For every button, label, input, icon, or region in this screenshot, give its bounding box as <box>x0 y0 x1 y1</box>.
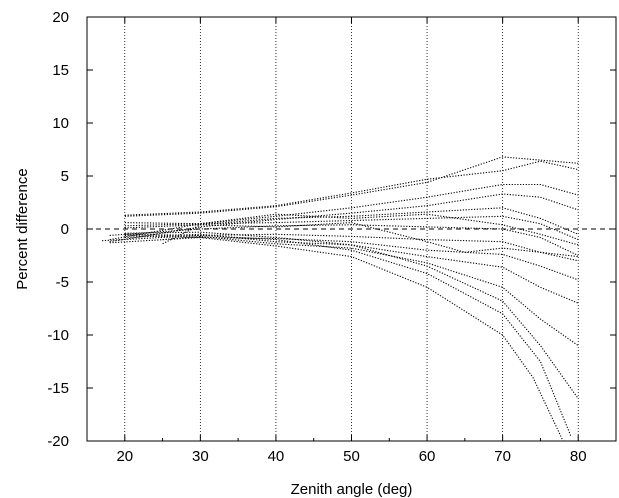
series-line-16 <box>124 213 579 246</box>
series-line-12 <box>124 231 579 399</box>
x-tick-labels: 20 30 40 50 60 70 80 <box>116 448 586 465</box>
y-tick-label--20: -20 <box>47 433 69 450</box>
y-axis-label: Percent difference <box>14 168 31 289</box>
series-line-11 <box>162 235 579 347</box>
y-tick-labels: 20 15 10 5 0 -5 -10 -15 -20 <box>47 9 69 450</box>
y-tick-label-5: 5 <box>61 168 69 185</box>
x-tick-label-70: 70 <box>494 448 511 465</box>
y-tick-label--5: -5 <box>56 274 69 291</box>
series-line-2 <box>124 156 579 217</box>
series-line-15 <box>124 222 579 258</box>
series-line-9 <box>109 236 579 281</box>
y-tick-label-15: 15 <box>52 62 69 79</box>
series-line-14 <box>124 234 564 441</box>
y-tick-label--15: -15 <box>47 380 69 397</box>
x-tick-label-60: 60 <box>419 448 436 465</box>
plot-frame <box>86 16 617 442</box>
series-line-13 <box>124 233 572 436</box>
y-tick-label-10: 10 <box>52 115 69 132</box>
x-tick-label-30: 30 <box>192 448 209 465</box>
x-tick-label-50: 50 <box>343 448 360 465</box>
x-tick-label-40: 40 <box>268 448 285 465</box>
y-tick-label--10: -10 <box>47 327 69 344</box>
series-line-1 <box>124 160 579 216</box>
series-group <box>102 156 579 441</box>
x-tick-label-20: 20 <box>116 448 133 465</box>
y-tick-label-20: 20 <box>52 9 69 26</box>
series-line-4 <box>109 193 579 243</box>
y-tick-label-0: 0 <box>61 221 69 238</box>
x-axis-label: Zenith angle (deg) <box>291 481 413 498</box>
series-line-3 <box>109 183 579 241</box>
x-tick-label-80: 80 <box>570 448 587 465</box>
